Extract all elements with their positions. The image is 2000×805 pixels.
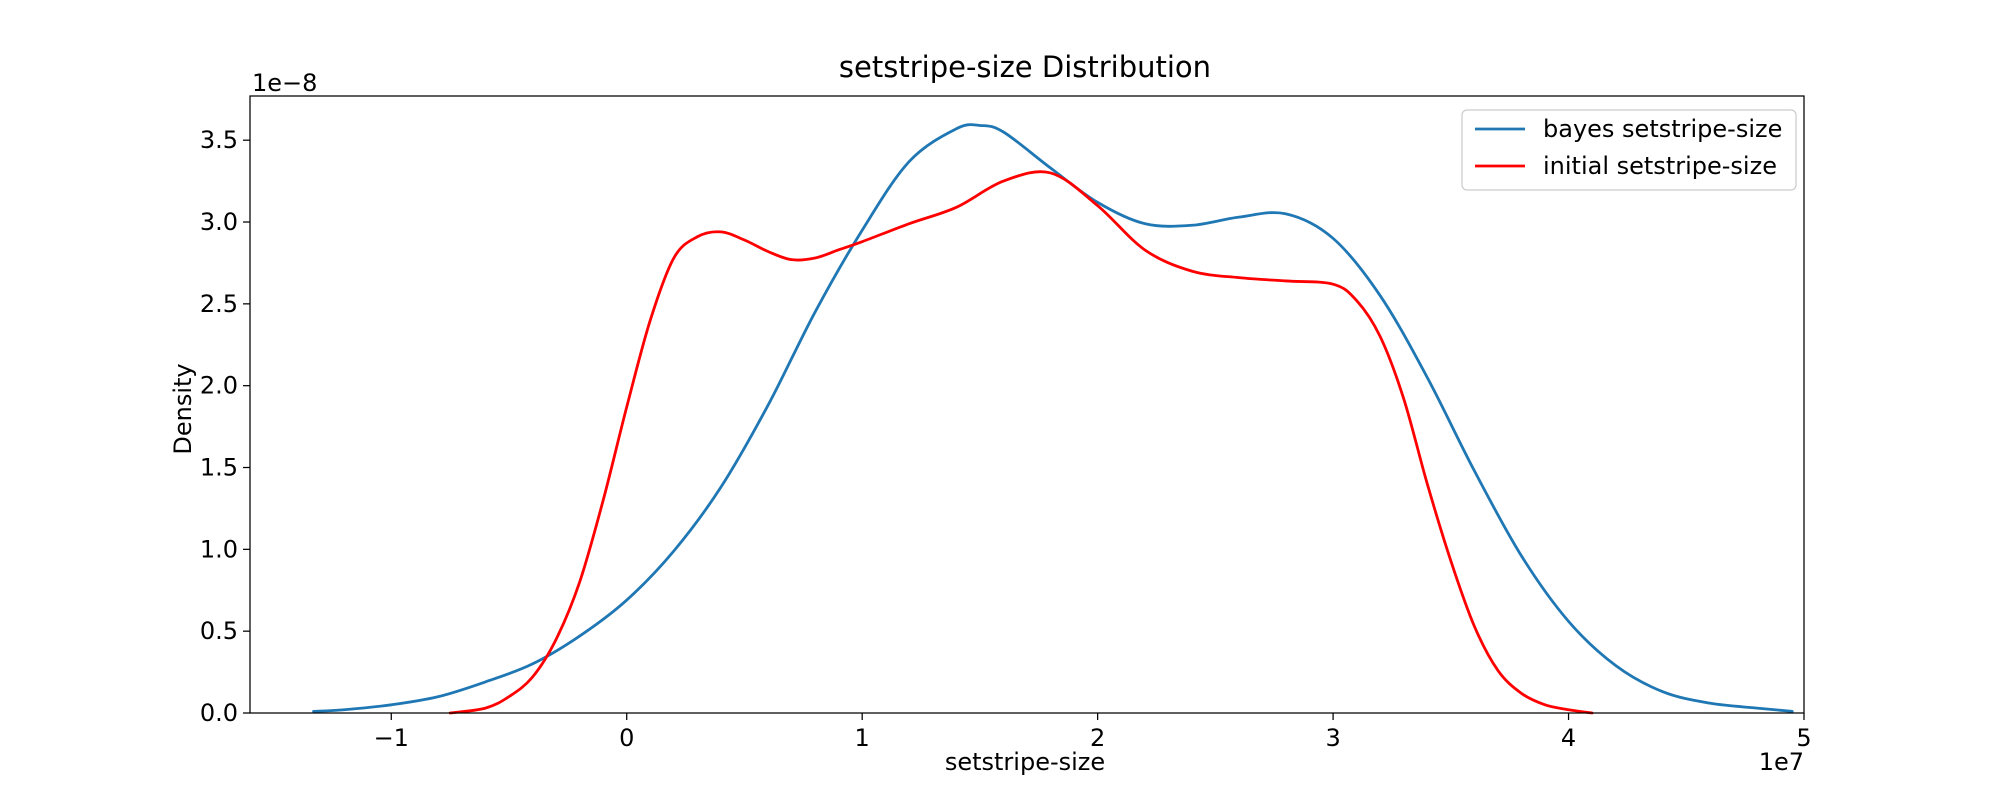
y-tick-label: 2.5 xyxy=(200,290,238,318)
legend-box xyxy=(1461,109,1797,191)
x-tick-label: 2 xyxy=(1090,724,1105,752)
x-tick-label: 3 xyxy=(1325,724,1340,752)
plot-area xyxy=(312,123,1794,715)
plot-frame xyxy=(249,95,1805,714)
x-tick-label: 0 xyxy=(619,724,634,752)
x-tick-label: 1 xyxy=(855,724,870,752)
legend-label: initial setstripe-size xyxy=(1543,152,1777,180)
y-tick-label: 1.5 xyxy=(200,454,238,482)
y-offset-label: 1e−8 xyxy=(252,69,317,97)
chart-title: setstripe-size Distribution xyxy=(839,50,1211,84)
series-line-1 xyxy=(448,170,1594,715)
y-tick-label: 2.0 xyxy=(200,372,238,400)
y-tick-label: 3.5 xyxy=(200,126,238,154)
x-offset-label: 1e7 xyxy=(1759,748,1804,776)
y-tick-label: 3.0 xyxy=(200,208,238,236)
legend-label: bayes setstripe-size xyxy=(1543,115,1782,143)
x-tick-label: −1 xyxy=(374,724,409,752)
x-tick-label: 4 xyxy=(1561,724,1576,752)
y-tick-label: 0.0 xyxy=(200,699,238,727)
x-tick-label: 5 xyxy=(1796,724,1811,752)
series-line-0 xyxy=(312,123,1794,713)
x-axis-label: setstripe-size xyxy=(945,748,1105,776)
legend: bayes setstripe-size initial setstripe-si… xyxy=(1461,109,1797,191)
y-tick-label: 0.5 xyxy=(200,617,238,645)
axis-ticks: −1 0 1 2 3 4 5 0.0 0.5 1.0 1.5 2.0 2.5 3.0 3.5 xyxy=(200,126,1812,752)
y-tick-label: 1.0 xyxy=(200,535,238,563)
y-axis-label: Density xyxy=(169,363,197,454)
